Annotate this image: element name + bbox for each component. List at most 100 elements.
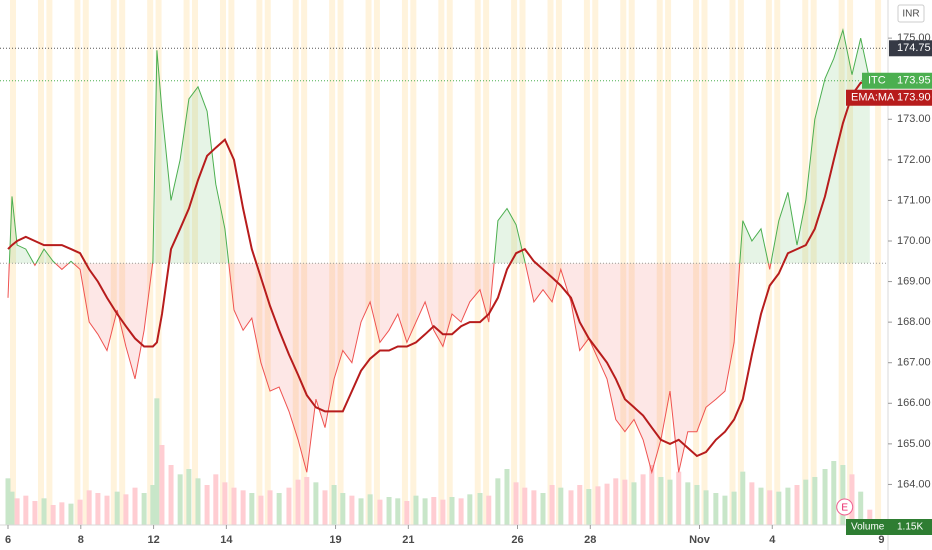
session-band: [765, 0, 772, 525]
volume-bar: [141, 493, 147, 525]
session-band: [656, 0, 663, 525]
session-band: [555, 0, 562, 525]
volume-bar: [495, 478, 501, 525]
volume-bar: [331, 485, 337, 525]
volume-bar: [304, 477, 310, 525]
volume-bar: [794, 485, 800, 525]
volume-bar: [104, 495, 110, 525]
volume-bar: [77, 499, 83, 525]
x-tick-label: 6: [5, 534, 11, 546]
volume-bar: [249, 493, 255, 525]
session-band: [620, 0, 627, 525]
volume-bar: [204, 485, 210, 525]
session-band: [228, 0, 235, 525]
volume-bar: [267, 490, 273, 525]
volume-tag: [846, 519, 932, 535]
volume-bar: [159, 445, 165, 525]
volume-bar: [186, 469, 192, 525]
volume-bar: [295, 479, 301, 525]
volume-bar: [822, 469, 828, 525]
session-band: [438, 0, 445, 525]
volume-bar: [340, 493, 346, 525]
volume-bar: [276, 493, 282, 525]
price-tag-name: ITC: [868, 75, 886, 87]
volume-bar: [413, 495, 419, 525]
y-tick-label: 166.00: [897, 397, 931, 409]
session-band: [547, 0, 554, 525]
session-band: [474, 0, 481, 525]
volume-bar: [640, 474, 646, 525]
session-band: [410, 0, 417, 525]
volume-bar: [14, 498, 20, 525]
volume-bar: [467, 494, 473, 525]
high-tag-label: 174.75: [897, 42, 931, 54]
session-band: [256, 0, 263, 525]
volume-bar: [713, 493, 719, 525]
volume-bar: [258, 495, 264, 525]
y-tick-label: 168.00: [897, 316, 931, 328]
volume-bar: [395, 498, 401, 525]
plot-area: [0, 28, 888, 525]
volume-bar: [694, 485, 700, 525]
volume-bar: [831, 461, 837, 525]
volume-bar: [50, 505, 56, 525]
volume-bar: [23, 495, 29, 525]
ema-tag-value: 173.90: [897, 92, 931, 104]
y-tick-label: 165.00: [897, 438, 931, 450]
session-band: [483, 0, 490, 525]
volume-bar: [767, 490, 773, 525]
volume-bar: [622, 479, 628, 525]
volume-bar: [758, 487, 764, 525]
x-tick-label: 8: [78, 534, 84, 546]
volume-bar: [349, 495, 355, 525]
x-tick-label: Nov: [689, 534, 711, 546]
volume-bar: [785, 487, 791, 525]
volume-bar: [59, 502, 65, 525]
session-band: [337, 0, 344, 525]
volume-bar: [722, 495, 728, 525]
volume-bar: [150, 485, 156, 525]
volume-bar: [676, 471, 682, 525]
volume-bar: [213, 474, 219, 525]
volume-bar: [840, 465, 846, 525]
price-line: [7, 28, 871, 475]
volume-bar: [286, 487, 292, 525]
y-tick-label: 170.00: [897, 235, 931, 247]
volume-bar: [132, 487, 138, 525]
session-band: [665, 0, 672, 525]
x-tick-label: 26: [511, 534, 523, 546]
session-band: [147, 0, 154, 525]
y-tick-label: 172.00: [897, 154, 931, 166]
x-tick-label: 12: [147, 534, 159, 546]
volume-bar: [776, 491, 782, 525]
y-tick-label: 164.00: [897, 478, 931, 490]
volume-bar: [540, 493, 546, 525]
volume-bar: [803, 479, 809, 525]
volume-bar: [154, 398, 160, 525]
session-band: [401, 0, 408, 525]
event-marker: [836, 498, 854, 516]
price-tag: [862, 72, 932, 89]
volume-bar: [867, 509, 873, 525]
volume-bar: [749, 482, 755, 525]
price-area: [8, 30, 870, 473]
y-tick-label: 173.00: [897, 113, 931, 125]
session-band: [292, 0, 299, 525]
volume-bar: [449, 497, 455, 525]
session-band: [701, 0, 708, 525]
volume-bar: [658, 477, 664, 525]
volume-bar: [577, 485, 583, 525]
volume-bar: [613, 478, 619, 525]
volume-bar: [458, 498, 464, 525]
volume-bar: [740, 471, 746, 525]
volume-bar: [222, 482, 228, 525]
currency-box: [897, 4, 925, 23]
session-band: [301, 0, 308, 525]
volume-bar: [604, 483, 610, 525]
volume-bar: [531, 490, 537, 525]
volume-bar: [177, 474, 183, 525]
volume-bar: [558, 487, 564, 525]
volume-bar: [231, 487, 237, 525]
volume-bar: [513, 482, 519, 525]
